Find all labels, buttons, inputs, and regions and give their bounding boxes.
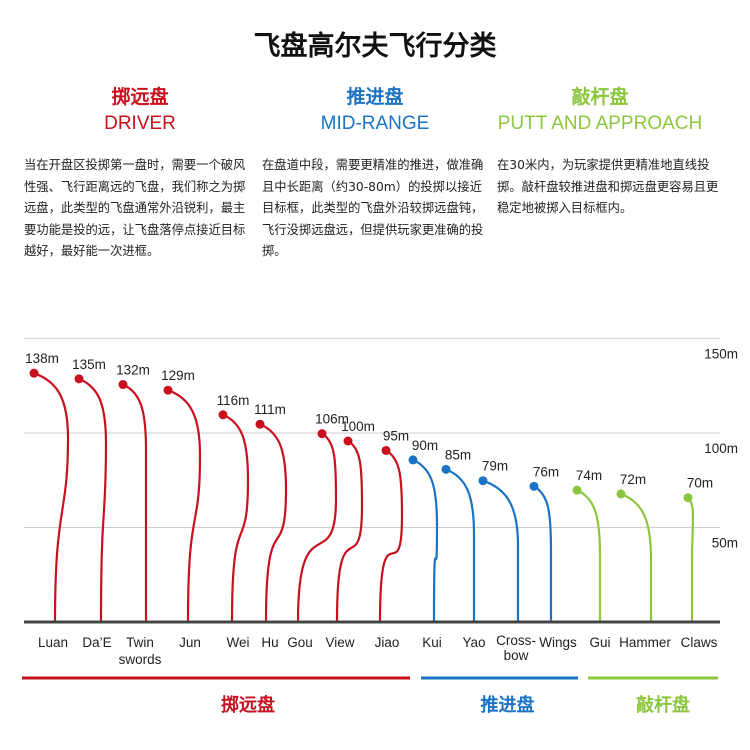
group-label: 敲杆盘: [636, 694, 690, 716]
category-midrange: 推进盘 MID-RANGE: [300, 82, 450, 135]
y-tick-label: 100m: [704, 441, 738, 456]
landing-point: [683, 493, 693, 503]
flight-curve: [620, 492, 653, 622]
x-axis-label: Yao: [462, 635, 485, 650]
flight-curve: [296, 432, 338, 623]
flight-curve: [33, 372, 70, 623]
x-axis-label: Da’E: [82, 635, 111, 650]
category-putt: 敲杆盘 PUTT AND APPROACH: [480, 82, 720, 135]
x-axis-label: Jiao: [375, 635, 400, 650]
landing-point: [616, 489, 626, 499]
flight-curve: [378, 449, 404, 623]
landing-point: [118, 380, 128, 390]
landing-point: [478, 476, 488, 486]
page-title: 飞盘高尔夫飞行分类: [253, 31, 497, 62]
x-axis-label: Gui: [589, 635, 610, 650]
distance-label: 90m: [412, 438, 438, 453]
x-axis-label: Luan: [38, 635, 68, 650]
distance-label: 95m: [383, 428, 409, 443]
distance-label: 132m: [116, 363, 150, 378]
landing-point: [74, 374, 84, 384]
distance-label: 106m: [315, 412, 349, 427]
x-axis-label: swords: [119, 652, 162, 667]
flight-curve: [122, 383, 148, 622]
flight-curve: [687, 496, 695, 622]
landing-point: [408, 455, 418, 465]
x-axis-label: Claws: [681, 635, 718, 650]
distance-label: 116m: [217, 393, 250, 408]
landing-point: [381, 445, 391, 455]
flight-curve: [412, 458, 439, 623]
distance-label: 135m: [72, 357, 106, 372]
flight-curve: [259, 423, 288, 623]
flight-curve: [78, 377, 108, 623]
distance-label: 76m: [533, 464, 559, 479]
flight-curve: [335, 440, 364, 623]
flight-curve: [533, 485, 553, 622]
x-axis-label: View: [325, 635, 354, 650]
landing-point: [572, 485, 582, 495]
x-axis-label: Gou: [287, 635, 313, 650]
x-axis-label: Jun: [179, 635, 201, 650]
x-axis-label: Twin: [126, 635, 154, 650]
x-axis-label: Wei: [226, 635, 249, 650]
category-zh: 掷远盘: [111, 86, 169, 108]
distance-label: 74m: [576, 468, 602, 483]
landing-point: [29, 368, 39, 378]
flight-curve: [576, 489, 602, 622]
group-label: 推进盘: [481, 694, 535, 716]
category-en: MID-RANGE: [320, 113, 430, 134]
flight-curve: [482, 479, 520, 622]
landing-point: [441, 464, 451, 474]
distance-label: 79m: [482, 459, 508, 474]
category-en: DRIVER: [104, 113, 176, 134]
x-axis-label: Kui: [422, 635, 442, 650]
category-en: PUTT AND APPROACH: [497, 113, 703, 134]
driver-description: 当在开盘区投掷第一盘时，需要一个破风性强、飞行距离远的飞盘，我们称之为掷远盘，此…: [24, 158, 246, 259]
distance-label: 138m: [25, 351, 59, 366]
landing-point: [163, 385, 173, 395]
midrange-description: 在盘道中段，需要更精准的推进，做准确且中长距离（约30-80m）的投掷以接近目标…: [262, 158, 484, 259]
landing-point: [255, 419, 265, 429]
flight-curve: [167, 389, 202, 623]
flight-curve: [222, 413, 250, 623]
y-tick-label: 50m: [712, 536, 738, 551]
category-zh: 敲杆盘: [571, 86, 629, 108]
distance-label: 70m: [687, 476, 713, 491]
category-zh: 推进盘: [346, 86, 404, 108]
x-axis-label: Cross-: [496, 633, 536, 648]
distance-label: 100m: [341, 419, 375, 434]
x-axis-label: Wings: [539, 635, 577, 650]
x-axis-label: Hu: [261, 635, 278, 650]
category-driver: 掷远盘 DRIVER: [60, 82, 220, 135]
putt-description: 在30米内，为玩家提供更精准地直线投掷。敲杆盘较推进盘和掷远盘更容易且更稳定地被…: [497, 158, 719, 216]
distance-label: 129m: [161, 368, 195, 383]
distance-label: 85m: [445, 447, 471, 462]
distance-label: 111m: [254, 402, 286, 417]
x-axis-label: bow: [504, 648, 529, 663]
landing-point: [218, 410, 228, 420]
landing-point: [343, 436, 353, 446]
x-axis-label: Hammer: [619, 635, 671, 650]
distance-label: 72m: [620, 472, 646, 487]
y-tick-label: 150m: [704, 347, 738, 362]
group-label: 掷远盘: [221, 694, 275, 716]
landing-point: [529, 481, 539, 491]
flight-curve: [445, 468, 476, 622]
landing-point: [317, 429, 327, 439]
